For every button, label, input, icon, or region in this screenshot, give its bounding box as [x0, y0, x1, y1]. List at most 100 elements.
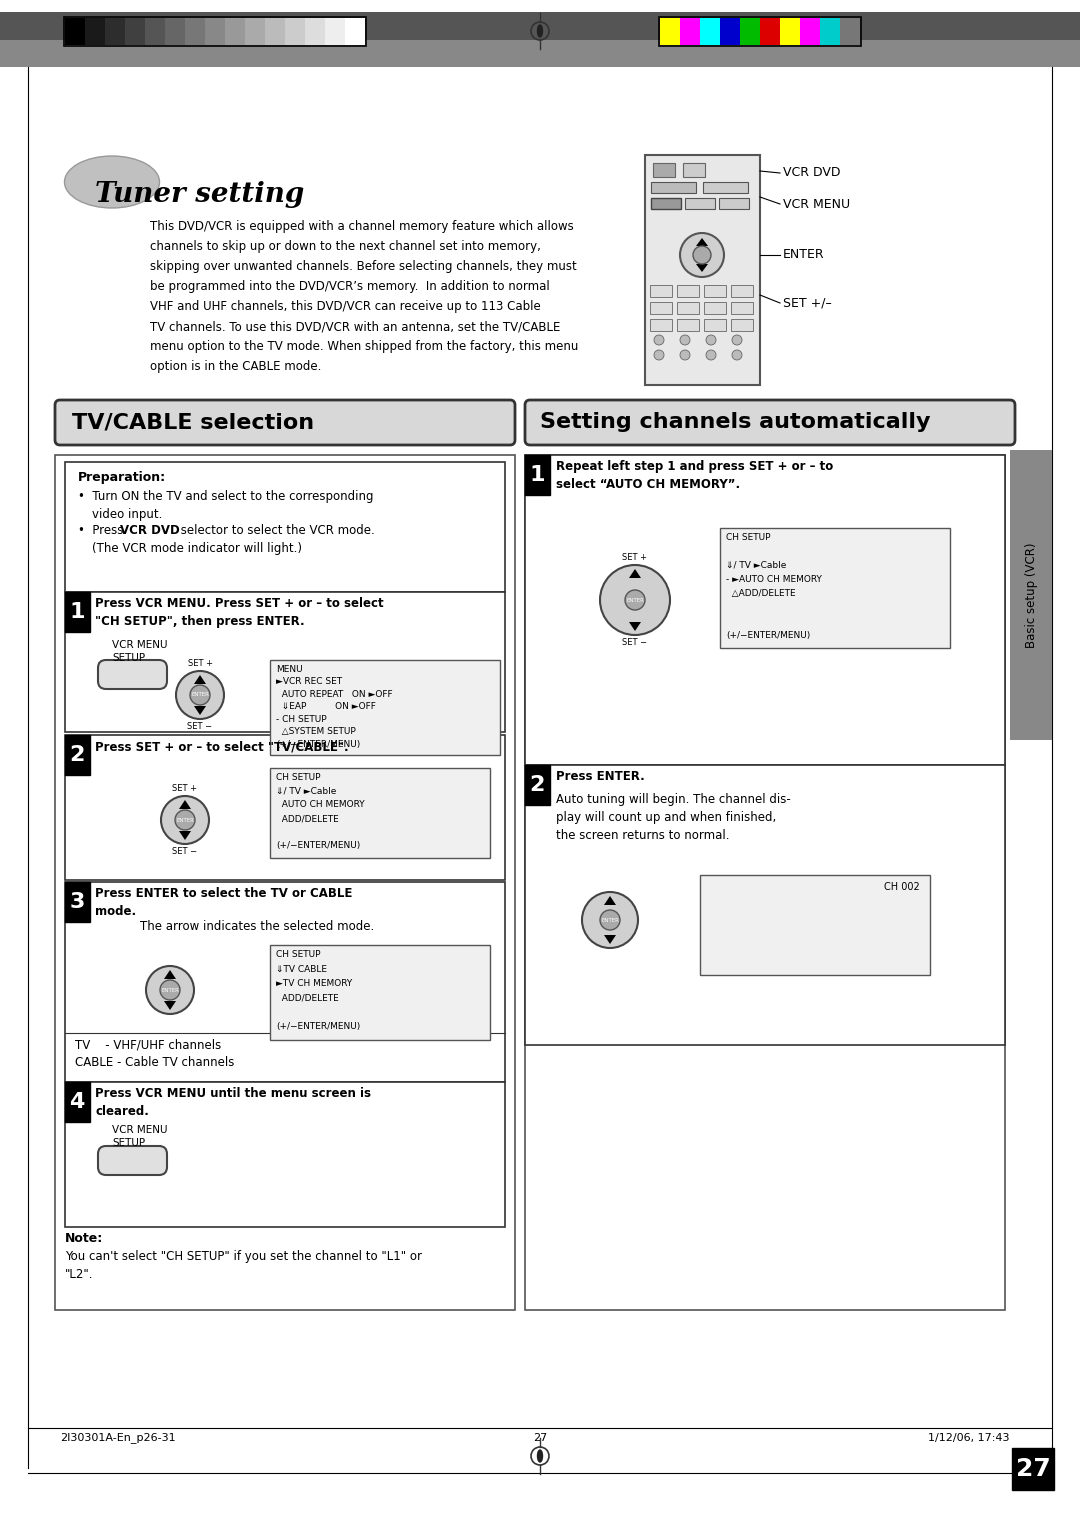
Text: CH 002: CH 002	[885, 882, 920, 892]
Text: VHF and UHF channels, this DVD/VCR can receive up to 113 Cable: VHF and UHF channels, this DVD/VCR can r…	[150, 299, 541, 313]
Bar	[704, 319, 726, 332]
Text: •  Press: • Press	[78, 524, 127, 536]
Text: 1: 1	[69, 602, 84, 622]
Text: VCR MENU: VCR MENU	[112, 640, 167, 649]
Polygon shape	[179, 801, 191, 808]
Text: (+/−ENTER/MENU): (+/−ENTER/MENU)	[276, 1022, 361, 1031]
Circle shape	[190, 685, 210, 704]
Text: SET +: SET +	[622, 553, 648, 562]
Text: play will count up and when finished,: play will count up and when finished,	[556, 811, 777, 824]
Text: ►VCR REC SET: ►VCR REC SET	[276, 677, 342, 686]
Circle shape	[732, 335, 742, 345]
Text: Press VCR MENU. Press SET + or – to select: Press VCR MENU. Press SET + or – to sele…	[95, 597, 383, 610]
Bar	[245, 18, 265, 44]
Text: 3: 3	[69, 892, 84, 912]
Bar	[525, 455, 550, 495]
Text: SET +: SET +	[188, 659, 213, 668]
Text: ⇓EAP          ON ►OFF: ⇓EAP ON ►OFF	[276, 703, 376, 712]
Circle shape	[625, 590, 645, 610]
Bar	[1012, 1449, 1054, 1490]
Text: Setting channels automatically: Setting channels automatically	[540, 413, 931, 432]
Text: TV channels. To use this DVD/VCR with an antenna, set the TV/CABLE: TV channels. To use this DVD/VCR with an…	[150, 319, 561, 333]
Bar	[0, 0, 1080, 12]
Text: Tuner setting: Tuner setting	[95, 182, 305, 208]
Text: CH SETUP: CH SETUP	[276, 773, 321, 782]
Text: channels to skip up or down to the next channel set into memory,: channels to skip up or down to the next …	[150, 240, 541, 254]
Bar	[659, 17, 861, 46]
Bar	[719, 199, 750, 209]
Bar	[677, 319, 699, 332]
Text: option is in the CABLE mode.: option is in the CABLE mode.	[150, 361, 322, 373]
Text: 27: 27	[532, 1433, 548, 1442]
Bar	[677, 303, 699, 313]
Text: ►TV CH MEMORY: ►TV CH MEMORY	[276, 979, 352, 989]
Bar	[270, 769, 490, 859]
FancyBboxPatch shape	[98, 1146, 167, 1175]
Bar	[731, 286, 753, 296]
FancyBboxPatch shape	[98, 660, 167, 689]
Bar	[225, 18, 245, 44]
Text: SETUP: SETUP	[112, 652, 145, 663]
Circle shape	[680, 232, 724, 277]
Bar	[85, 18, 105, 44]
Bar	[125, 18, 145, 44]
Bar	[145, 18, 165, 44]
Bar	[105, 18, 125, 44]
Bar	[800, 18, 820, 44]
Text: menu option to the TV mode. When shipped from the factory, this menu: menu option to the TV mode. When shipped…	[150, 341, 579, 353]
Bar	[525, 766, 1005, 1045]
Text: ENTER: ENTER	[161, 987, 179, 993]
Bar	[205, 18, 225, 44]
Text: skipping over unwanted channels. Before selecting channels, they must: skipping over unwanted channels. Before …	[150, 260, 577, 274]
Bar	[651, 199, 681, 209]
Text: •  Turn ON the TV and select to the corresponding: • Turn ON the TV and select to the corre…	[78, 490, 374, 503]
Bar	[731, 319, 753, 332]
Bar	[65, 735, 505, 880]
Text: cleared.: cleared.	[95, 1105, 149, 1118]
Text: CH SETUP: CH SETUP	[726, 533, 770, 542]
Text: ENTER: ENTER	[602, 917, 619, 923]
Text: ADD/DELETE: ADD/DELETE	[276, 993, 339, 1002]
Text: △ADD/DELETE: △ADD/DELETE	[726, 588, 796, 597]
Text: be programmed into the DVD/VCR’s memory.  In addition to normal: be programmed into the DVD/VCR’s memory.…	[150, 280, 550, 293]
Bar	[653, 163, 675, 177]
Bar	[64, 17, 366, 46]
Circle shape	[600, 565, 670, 636]
Circle shape	[680, 335, 690, 345]
Bar	[525, 455, 1005, 1309]
Text: ⇓TV CABLE: ⇓TV CABLE	[276, 964, 327, 973]
Text: SET −: SET −	[188, 723, 213, 730]
Text: AUTO REPEAT   ON ►OFF: AUTO REPEAT ON ►OFF	[276, 689, 393, 698]
Polygon shape	[629, 568, 642, 578]
Bar	[525, 455, 1005, 766]
Text: select “AUTO CH MEMORY”.: select “AUTO CH MEMORY”.	[556, 478, 740, 490]
Text: Press SET + or – to select "TV/CABLE".: Press SET + or – to select "TV/CABLE".	[95, 740, 349, 753]
Text: This DVD/VCR is equipped with a channel memory feature which allows: This DVD/VCR is equipped with a channel …	[150, 220, 573, 232]
Polygon shape	[179, 831, 191, 840]
Bar	[1010, 451, 1052, 740]
Circle shape	[160, 979, 180, 999]
Text: mode.: mode.	[95, 905, 136, 918]
Ellipse shape	[538, 1450, 542, 1462]
Bar	[740, 18, 760, 44]
Bar	[731, 303, 753, 313]
Polygon shape	[604, 935, 616, 944]
Text: SET −: SET −	[622, 639, 648, 646]
Text: MENU: MENU	[276, 665, 302, 674]
Bar	[165, 18, 185, 44]
Bar	[720, 529, 950, 648]
FancyBboxPatch shape	[525, 400, 1015, 445]
Text: video input.: video input.	[92, 507, 162, 521]
Polygon shape	[194, 675, 206, 685]
Bar	[703, 182, 748, 193]
Circle shape	[706, 350, 716, 361]
Text: ⇓/ TV ►Cable: ⇓/ TV ►Cable	[726, 561, 786, 570]
Text: ENTER: ENTER	[191, 692, 208, 697]
Text: △SYSTEM SETUP: △SYSTEM SETUP	[276, 727, 355, 736]
Bar	[65, 591, 90, 633]
Bar	[650, 303, 672, 313]
Text: SETUP: SETUP	[112, 1138, 145, 1148]
Circle shape	[582, 892, 638, 947]
Text: (+/−ENTER/MENU): (+/−ENTER/MENU)	[276, 842, 361, 851]
Bar	[680, 18, 700, 44]
